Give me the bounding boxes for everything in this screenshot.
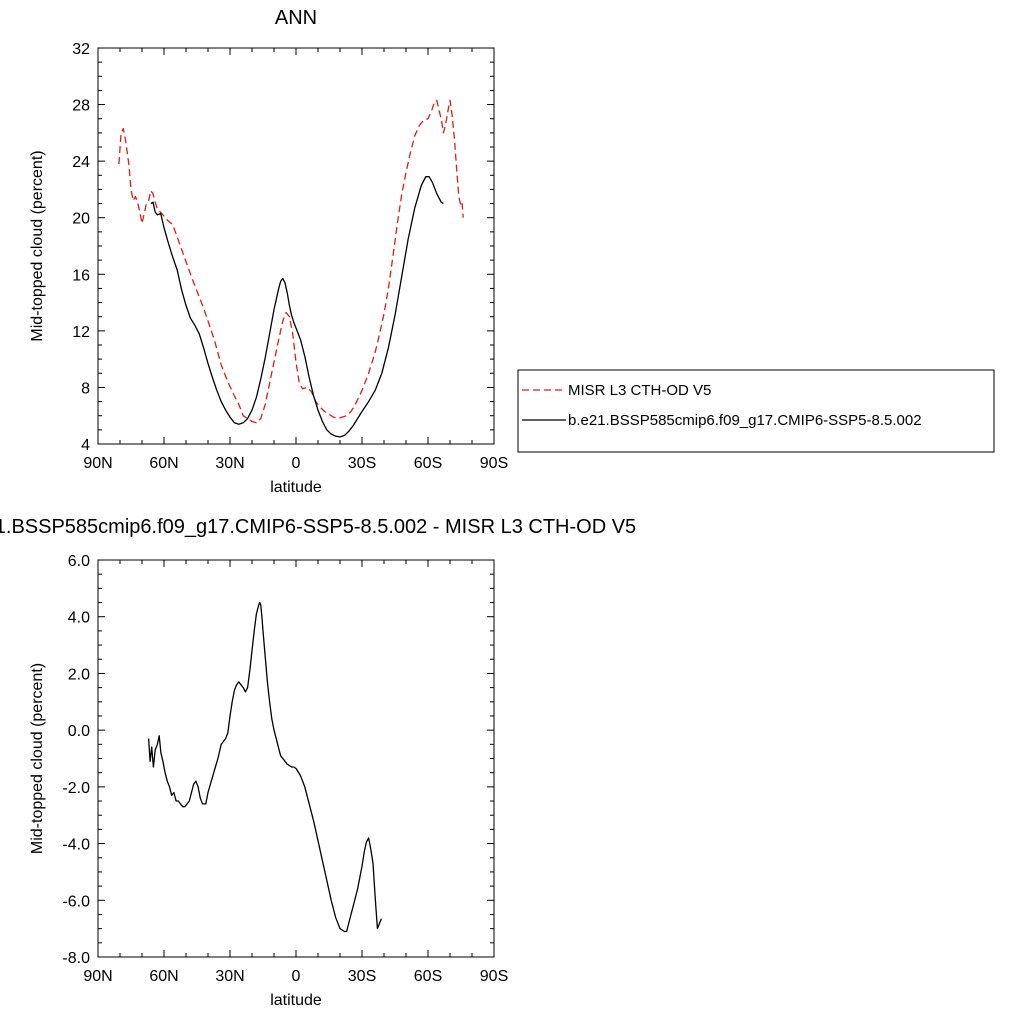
panel-2-title: b.e21.BSSP585cmip6.f09_g17.CMIP6-SSP5-8.…: [0, 516, 636, 538]
panel-2-x-tick-label: 30S: [348, 968, 376, 985]
panel-1-y-tick-label: 28: [72, 98, 90, 115]
panel-1-y-tick-label: 12: [72, 324, 90, 341]
panel-2-x-tick-label: 60N: [149, 968, 178, 985]
panel-2-y-tick-label: 6.0: [68, 553, 90, 570]
panel-1-x-tick-label: 60S: [414, 455, 442, 472]
panel-1-x-tick-label: 30N: [215, 455, 244, 472]
panel-2-x-tick-label: 0: [292, 968, 301, 985]
panel-1-x-axis-label: latitude: [270, 479, 322, 496]
panel-2-y-tick-label: -4.0: [62, 837, 90, 854]
panel-2-y-tick-label: 4.0: [68, 610, 90, 627]
panel-2-y-axis-label: Mid-topped cloud (percent): [29, 663, 46, 854]
panel-1-y-axis-label: Mid-topped cloud (percent): [29, 150, 46, 341]
panel-2-x-tick-label: 60S: [414, 968, 442, 985]
panel-1-series-line-1: [118, 99, 464, 424]
panel-2-x-tick-label: 90S: [480, 968, 508, 985]
panel-2-x-axis-label: latitude: [270, 992, 322, 1009]
panel-1-title: ANN: [275, 7, 317, 29]
panel-1-plot-frame: [97, 47, 495, 445]
panel-2-y-tick-label: 0.0: [68, 723, 90, 740]
panel-2-y-tick-label: 2.0: [68, 666, 90, 683]
panel-2-y-tick-label: -8.0: [62, 950, 90, 967]
legend-label-2: b.e21.BSSP585cmip6.f09_g17.CMIP6-SSP5-8.…: [568, 412, 922, 429]
panel-1-y-tick-label: 8: [81, 380, 90, 397]
panel-2-x-tick-label: 30N: [215, 968, 244, 985]
panel-1-x-tick-label: 0: [292, 455, 301, 472]
panel-1-x-tick-label: 90N: [83, 455, 112, 472]
panel-2-x-tick-label: 90N: [83, 968, 112, 985]
legend-label-1: MISR L3 CTH-OD V5: [568, 382, 711, 399]
panel-1-y-tick-label: 32: [72, 41, 90, 58]
panel-1-y-tick-label: 24: [72, 154, 90, 171]
panel-1-x-tick-label: 30S: [348, 455, 376, 472]
panel-1-y-tick-label: 20: [72, 211, 90, 228]
panel-1-series-line-2: [150, 176, 444, 438]
panel-2-plot-frame: [97, 559, 495, 958]
panel-1-y-tick-label: 4: [81, 437, 90, 454]
panel-2-y-tick-label: -2.0: [62, 780, 90, 797]
panel-1-x-tick-label: 90S: [480, 455, 508, 472]
panel-2-series-line-1: [147, 601, 382, 933]
panel-2-y-tick-label: -6.0: [62, 893, 90, 910]
legend-box: [517, 369, 995, 453]
panel-1-y-tick-label: 16: [72, 267, 90, 284]
panel-1-x-tick-label: 60N: [149, 455, 178, 472]
